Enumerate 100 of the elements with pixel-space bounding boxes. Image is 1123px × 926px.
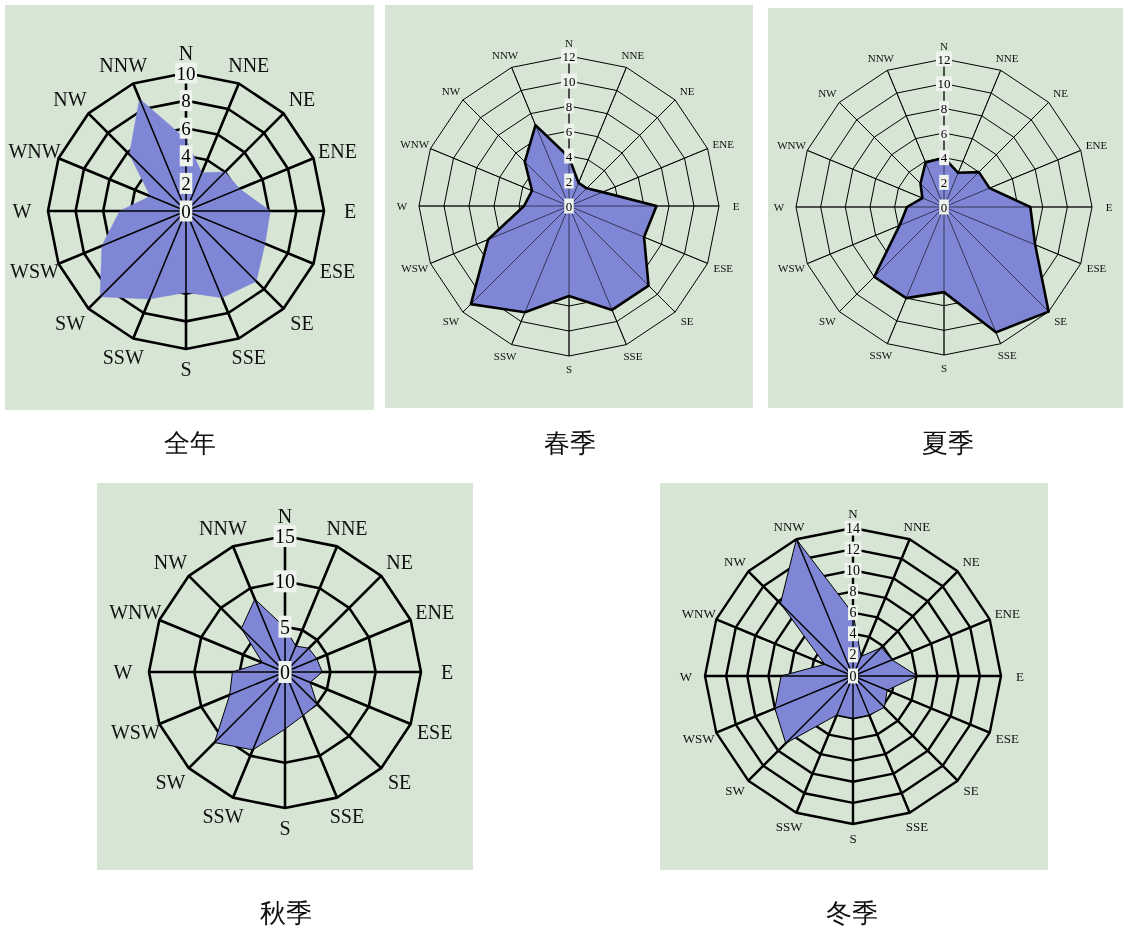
- y-tick-label: 6: [940, 125, 948, 141]
- spoke-label: WNW: [109, 601, 162, 624]
- spoke-label: SW: [442, 314, 460, 327]
- spoke-label: NE: [386, 550, 413, 573]
- y-tick-label: 8: [565, 98, 573, 114]
- spoke-label: E: [343, 200, 357, 222]
- spoke-label: E: [1105, 200, 1113, 213]
- spoke-label: WNW: [777, 139, 807, 152]
- text: 秋季: [260, 898, 312, 926]
- text: 春季: [544, 428, 596, 458]
- y-tick-label: 12: [846, 541, 860, 557]
- spoke-label: NNE: [995, 52, 1019, 65]
- spoke-label: ESE: [713, 262, 734, 275]
- y-tick-label: 8: [181, 90, 191, 112]
- spoke-label: W: [679, 668, 693, 684]
- y-tick-label: 8: [940, 100, 948, 116]
- spoke-label: W: [113, 661, 133, 683]
- spoke-label: NE: [288, 88, 316, 111]
- y-tick-label: 2: [181, 172, 191, 194]
- spoke-label: SE: [680, 314, 694, 327]
- spoke-label: WSW: [110, 720, 160, 743]
- spoke-label: NW: [724, 553, 747, 569]
- spoke-label: NNW: [867, 52, 895, 65]
- y-tick-label: 8: [849, 583, 857, 599]
- y-tick-label: 10: [562, 73, 576, 89]
- y-tick-label: 15: [275, 525, 295, 547]
- spoke-label: SSW: [493, 350, 518, 363]
- spoke-label: E: [440, 661, 454, 683]
- spoke-label: SSE: [623, 350, 643, 363]
- spoke-label: ENE: [1085, 139, 1108, 152]
- spoke-label: SSW: [202, 805, 244, 828]
- spoke-label: SSW: [102, 345, 144, 368]
- spoke-label: N: [277, 505, 293, 527]
- spoke-label: NNW: [199, 516, 248, 539]
- text: 全年: [164, 428, 216, 458]
- y-tick-label: 4: [940, 150, 948, 166]
- spoke-label: WSW: [778, 262, 806, 275]
- y-tick-label: 5: [280, 615, 290, 638]
- spoke-label: ENE: [415, 601, 455, 624]
- y-tick-label: 14: [846, 520, 860, 536]
- spoke-label: W: [396, 199, 408, 212]
- spoke-label: SSE: [997, 349, 1017, 362]
- spoke-label: ESE: [995, 730, 1019, 746]
- y-tick-label: 2: [940, 174, 948, 190]
- spoke-label: SSW: [869, 349, 893, 362]
- spoke-label: N: [178, 42, 194, 64]
- y-tick-label: 2: [565, 173, 573, 189]
- spoke-label: NW: [153, 550, 188, 573]
- spoke-label: WNW: [400, 137, 430, 150]
- spoke-label: ESE: [319, 260, 356, 283]
- text: 冬季: [826, 898, 878, 926]
- y-tick-label: 4: [181, 145, 192, 167]
- spoke-label: ENE: [318, 139, 357, 162]
- y-tick-label: 0: [280, 661, 290, 683]
- spoke-label: NE: [1053, 87, 1069, 100]
- y-tick-label: 4: [565, 148, 573, 164]
- y-tick-label: 12: [562, 48, 576, 64]
- spoke-label: W: [12, 200, 32, 222]
- spoke-label: SE: [387, 771, 412, 794]
- spoke-label: ENE: [712, 137, 735, 150]
- spoke-label: NNE: [228, 54, 270, 77]
- spoke-label: NNE: [326, 516, 368, 539]
- spoke-label: N: [565, 37, 574, 50]
- spoke-label: E: [1016, 668, 1025, 684]
- spoke-label: SW: [155, 771, 186, 794]
- spoke-label: W: [773, 200, 785, 213]
- y-tick-label: 6: [181, 117, 191, 139]
- spoke-label: S: [279, 817, 291, 839]
- spoke-label: NW: [53, 88, 87, 111]
- spoke-label: ENE: [994, 606, 1020, 622]
- text: 夏季: [922, 428, 974, 458]
- spoke-label: S: [180, 358, 192, 380]
- y-tick-label: 10: [937, 76, 951, 92]
- spoke-label: NNW: [491, 49, 519, 62]
- spoke-label: SW: [55, 311, 86, 334]
- spoke-label: S: [940, 361, 948, 374]
- spoke-label: NNW: [773, 518, 806, 534]
- spoke-label: NW: [818, 87, 838, 100]
- spoke-label: WNW: [681, 606, 717, 622]
- spoke-label: S: [565, 362, 573, 375]
- spoke-label: ESE: [416, 720, 453, 743]
- y-tick-label: 0: [181, 200, 191, 222]
- y-tick-label: 4: [849, 626, 857, 642]
- y-tick-label: 2: [849, 647, 857, 663]
- spoke-label: SW: [819, 314, 837, 327]
- spoke-label: NE: [679, 84, 695, 97]
- y-tick-label: 10: [846, 562, 860, 578]
- spoke-label: WSW: [682, 730, 716, 746]
- spoke-label: ESE: [1086, 262, 1107, 275]
- spoke-label: WSW: [10, 260, 60, 283]
- spoke-label: SSE: [905, 818, 929, 834]
- y-tick-label: 10: [275, 570, 295, 593]
- spoke-label: NNW: [99, 54, 148, 77]
- y-tick-label: 10: [176, 62, 196, 84]
- spoke-label: SSE: [329, 805, 365, 828]
- y-tick-label: 6: [849, 605, 857, 621]
- spoke-label: WNW: [8, 139, 61, 162]
- spoke-label: N: [848, 506, 859, 522]
- y-tick-label: 12: [937, 51, 951, 67]
- spoke-label: SSW: [775, 818, 804, 834]
